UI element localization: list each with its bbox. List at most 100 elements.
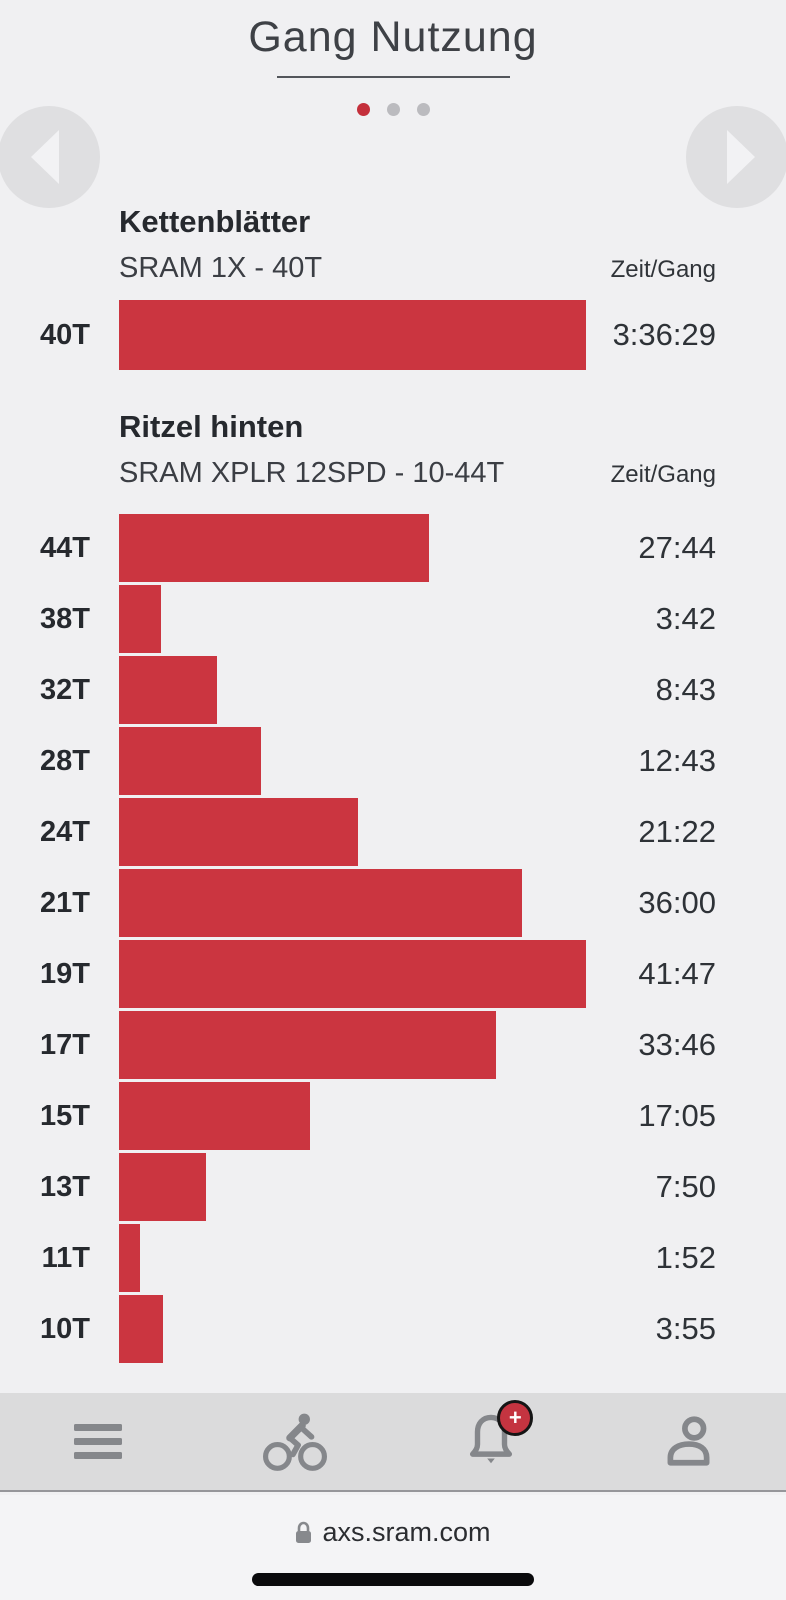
gear-label: 15T (40, 1099, 90, 1132)
gear-time-value: 3:55 (655, 1311, 716, 1346)
gear-bar-track (119, 727, 586, 795)
gear-label: 21T (40, 886, 90, 919)
gear-time-value: 7:50 (655, 1169, 716, 1204)
carousel-prev-button[interactable] (0, 106, 100, 208)
gear-time-value: 36:00 (638, 885, 716, 920)
notification-badge: + (497, 1400, 534, 1436)
nav-notifications-button[interactable]: + (393, 1393, 590, 1490)
gear-usage-bar (119, 514, 430, 582)
gear-bar-track (119, 1153, 586, 1221)
gear-bar-track (119, 585, 586, 653)
gear-bar-track (119, 1224, 586, 1292)
arrow-right-icon (727, 130, 755, 184)
gear-time-value: 21:22 (638, 814, 716, 849)
gear-bar-row: 38T 3:42 (0, 585, 786, 653)
address-bar[interactable]: axs.sram.com (0, 1517, 786, 1548)
carousel-dot-2[interactable] (386, 103, 400, 116)
gear-usage-bar (119, 727, 261, 795)
bike-icon (262, 1413, 327, 1471)
gear-label: 17T (40, 1028, 90, 1061)
gear-bar-track (119, 940, 586, 1008)
gear-bar-row: 40T 3:36:29 (0, 300, 786, 370)
gear-usage-bar (119, 798, 358, 866)
gear-label: 40T (40, 318, 90, 351)
lock-icon (296, 1521, 312, 1543)
gear-time-value: 1:52 (655, 1240, 716, 1275)
profile-icon (667, 1415, 710, 1466)
gear-usage-bar (119, 585, 161, 653)
gear-label: 24T (40, 815, 90, 848)
cassette-bars: 44T 27:44 38T 3:42 32T 8:43 28T 12:43 24T 21:22 21… (0, 514, 786, 1363)
gear-time-value: 41:47 (638, 956, 716, 991)
carousel-dot-1[interactable] (356, 103, 370, 116)
gear-bar-row: 32T 8:43 (0, 656, 786, 724)
section-chainrings: Kettenblätter SRAM 1X - 40T Zeit/Gang 40… (0, 205, 786, 373)
gear-bar-row: 15T 17:05 (0, 1082, 786, 1150)
home-indicator[interactable] (252, 1573, 534, 1586)
gear-bar-row: 24T 21:22 (0, 798, 786, 866)
gear-label: 38T (40, 602, 90, 635)
gear-bar-track (119, 656, 586, 724)
gear-label: 32T (40, 673, 90, 706)
arrow-left-icon (31, 130, 59, 184)
value-column-header: Zeit/Gang (610, 461, 716, 488)
component-subtitle: SRAM XPLR 12SPD - 10-44T (119, 457, 505, 489)
gear-bar-track (119, 1295, 586, 1363)
carousel-dots (0, 103, 786, 116)
menu-icon (74, 1423, 123, 1459)
gear-time-value: 8:43 (655, 672, 716, 707)
chainring-bars: 40T 3:36:29 (0, 300, 786, 370)
gear-bar-row: 13T 7:50 (0, 1153, 786, 1221)
section-heading: Ritzel hinten (119, 409, 304, 444)
gear-bar-row: 10T 3:55 (0, 1295, 786, 1363)
gear-label: 10T (40, 1312, 90, 1345)
value-column-header: Zeit/Gang (610, 256, 716, 283)
page-title: Gang Nutzung (248, 13, 538, 61)
nav-rides-button[interactable] (197, 1393, 394, 1490)
gear-label: 11T (41, 1241, 90, 1274)
gear-usage-bar (119, 1153, 207, 1221)
gear-usage-bar (119, 1295, 163, 1363)
gear-bar-row: 44T 27:44 (0, 514, 786, 582)
gear-bar-track (119, 798, 586, 866)
gear-usage-bar (119, 656, 217, 724)
gear-time-value: 12:43 (638, 743, 716, 778)
carousel-next-button[interactable] (686, 106, 786, 208)
gear-bar-row: 17T 33:46 (0, 1011, 786, 1079)
nav-menu-button[interactable] (0, 1393, 197, 1490)
gear-bar-track (119, 1011, 586, 1079)
gear-time-value: 3:42 (655, 601, 716, 636)
gear-bar-row: 28T 12:43 (0, 727, 786, 795)
carousel-dot-3[interactable] (416, 103, 430, 116)
gear-bar-track (119, 300, 586, 370)
gear-bar-track (119, 514, 586, 582)
gear-label: 44T (40, 531, 90, 564)
gear-bar-row: 19T 41:47 (0, 940, 786, 1008)
gear-bar-row: 11T 1:52 (0, 1224, 786, 1292)
gear-time-value: 27:44 (638, 530, 716, 565)
url-text: axs.sram.com (322, 1517, 491, 1547)
gear-time-value: 3:36:29 (612, 317, 716, 352)
section-cassette: Ritzel hinten SRAM XPLR 12SPD - 10-44T Z… (0, 410, 786, 1366)
gear-time-value: 33:46 (638, 1027, 716, 1062)
gear-usage-bar (119, 940, 586, 1008)
gear-bar-row: 21T 36:00 (0, 869, 786, 937)
gear-bar-track (119, 1082, 586, 1150)
gear-label: 28T (40, 744, 90, 777)
gear-label: 13T (40, 1170, 90, 1203)
gear-bar-track (119, 869, 586, 937)
gear-label: 19T (40, 957, 90, 990)
gear-usage-bar (119, 300, 586, 370)
component-subtitle: SRAM 1X - 40T (119, 252, 323, 284)
gear-usage-bar (119, 1082, 310, 1150)
bottom-nav-bar: + (0, 1393, 786, 1492)
nav-profile-button[interactable] (590, 1393, 786, 1490)
gear-usage-bar (119, 869, 522, 937)
browser-chrome: axs.sram.com (0, 1495, 786, 1600)
gear-usage-bar (119, 1011, 497, 1079)
gear-time-value: 17:05 (638, 1098, 716, 1133)
section-heading: Kettenblätter (119, 204, 311, 239)
gear-usage-bar (119, 1224, 140, 1292)
title-underline (276, 76, 510, 78)
